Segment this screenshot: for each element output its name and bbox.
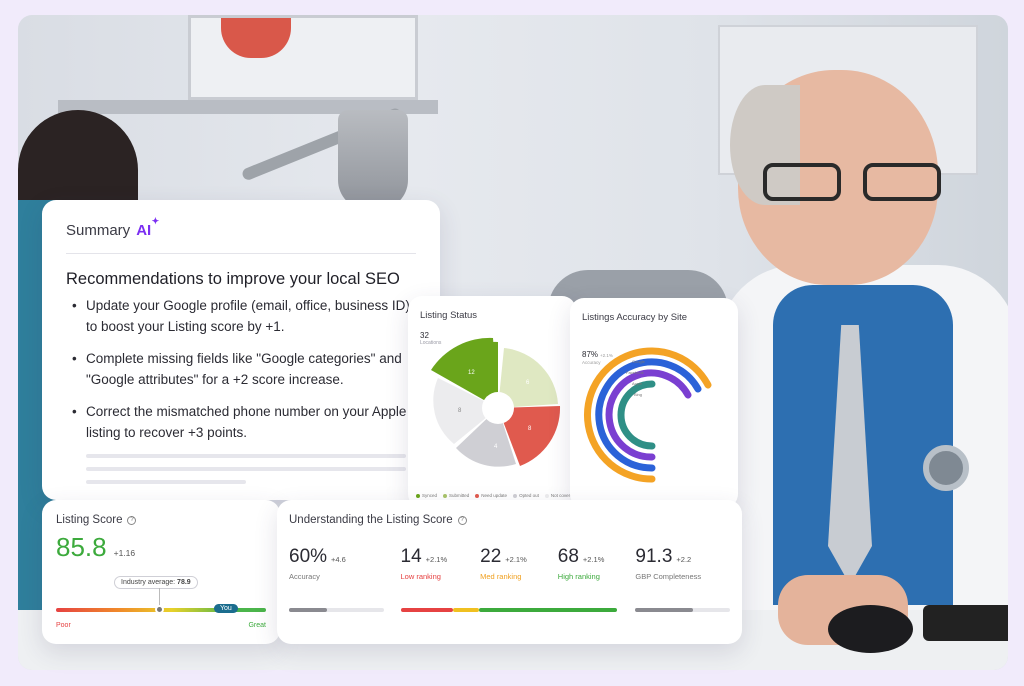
recommendations-heading: Recommendations to improve your local SE… [66,270,400,288]
pie-slice-synced [431,337,498,408]
lamp-head [338,110,408,210]
listing-score-value: 85.8 [56,532,107,562]
great-label: Great [248,622,266,629]
keyboard [923,605,1008,641]
accuracy-arc-facebook [595,358,702,472]
poor-label: Poor [56,622,71,629]
pie-slice-not-covered [433,378,498,444]
metric-gbp-completeness: 91.3 +2.2 GBP Completeness [635,546,702,581]
wall-poster [188,15,418,100]
accuracy-arc-apple [605,369,692,461]
listing-score-title: Listing Score [56,514,123,526]
recommendation-item: Update your Google profile (email, offic… [66,295,416,337]
ranking-bar-low [401,608,453,612]
recommendation-item: Correct the mismatched phone number on y… [66,401,416,443]
legend-item: Opted out [513,493,539,498]
accuracy-arc-google [583,347,712,483]
listings-accuracy-title: Listings Accuracy by Site [582,312,688,323]
ai-badge: AI ✦ [136,216,159,239]
legend-item: Need update [475,493,507,498]
svg-text:Google: Google [632,359,646,364]
locations-label: Locations [420,340,442,346]
industry-marker-line [159,588,160,606]
pie-center-hole [482,392,514,424]
listings-accuracy-card[interactable]: Listings Accuracy by Site 87% +2.1% Accur… [570,298,738,508]
pie-slice-submitted [498,348,558,408]
listing-score-card[interactable]: Listing Score ? 85.8 +1.16 Industry aver… [42,500,280,644]
metric-accuracy: 60% +4.6 Accuracy [289,546,346,581]
recommendation-item: Complete missing fields like "Google cat… [66,348,416,390]
svg-text:6: 6 [526,380,530,386]
ai-badge-label: AI [136,222,152,239]
accuracy-bar-track [289,608,384,612]
understanding-header: Understanding the Listing Score ? [289,514,730,526]
industry-marker [155,605,164,614]
you-marker: You [214,604,238,613]
svg-text:Facebook: Facebook [626,370,644,375]
understanding-score-card[interactable]: Understanding the Listing Score ? 60% +4.… [277,500,742,644]
summary-header: Summary AI ✦ [66,216,416,254]
pie-slice-need-update [498,406,561,466]
accuracy-label: Accuracy [582,360,601,365]
legend-item: Submitted [443,493,469,498]
listing-status-card[interactable]: Listing Status 32 Locations 12 6 8 4 8 S… [408,296,576,508]
stethoscope [923,445,969,491]
accuracy-arc-bing [617,380,656,450]
loading-skeleton [86,454,416,484]
computer-mouse [828,605,913,653]
metric-med-ranking: 22 +2.1% Med ranking [480,546,527,581]
industry-average-pill: Industry average: 78.9 [114,576,198,589]
svg-text:12: 12 [468,370,475,376]
listing-score-delta: +1.16 [113,548,136,558]
ranking-bar-med [453,608,479,612]
doctor-glasses [763,163,953,203]
listing-status-pie: 12 6 8 4 8 [431,337,561,467]
accuracy-radial-chart: Google Facebook Apple Bing [583,347,712,483]
listing-status-title: Listing Status [420,310,478,321]
accuracy-value: 87% +2.1% [582,350,613,359]
score-row: 85.8 +1.16 [56,532,266,563]
metrics-row: 60% +4.6 Accuracy 14 +2.1% Low ranking 22 +… [289,546,730,581]
svg-text:8: 8 [528,426,532,432]
locations-count: 32 [420,331,429,340]
svg-text:4: 4 [494,444,498,450]
understanding-title: Understanding the Listing Score [289,514,453,526]
accuracy-bar-fill [289,608,327,612]
listing-status-legend: Synced Submitted Need update Opted out N… [416,493,575,498]
legend-item: Not covered [544,493,575,498]
legend-item: Synced [416,493,437,498]
info-icon[interactable]: ? [457,515,467,525]
gbp-bar-fill [635,608,693,612]
svg-text:8: 8 [458,408,462,414]
svg-text:Bing: Bing [634,392,642,397]
ranking-bar-high [479,608,617,612]
recommendations-list: Update your Google profile (email, offic… [66,295,416,443]
summary-card: Summary AI ✦ Recommendations to improve y… [42,200,440,500]
summary-title: Summary [66,222,131,239]
info-icon[interactable]: ? [127,515,137,525]
listing-score-header: Listing Score ? [56,514,266,526]
sparkle-icon: ✦ [151,216,160,226]
svg-text:Apple: Apple [632,381,643,386]
metric-low-ranking: 14 +2.1% Low ranking [400,546,448,581]
metric-high-ranking: 68 +2.1% High ranking [557,546,605,581]
